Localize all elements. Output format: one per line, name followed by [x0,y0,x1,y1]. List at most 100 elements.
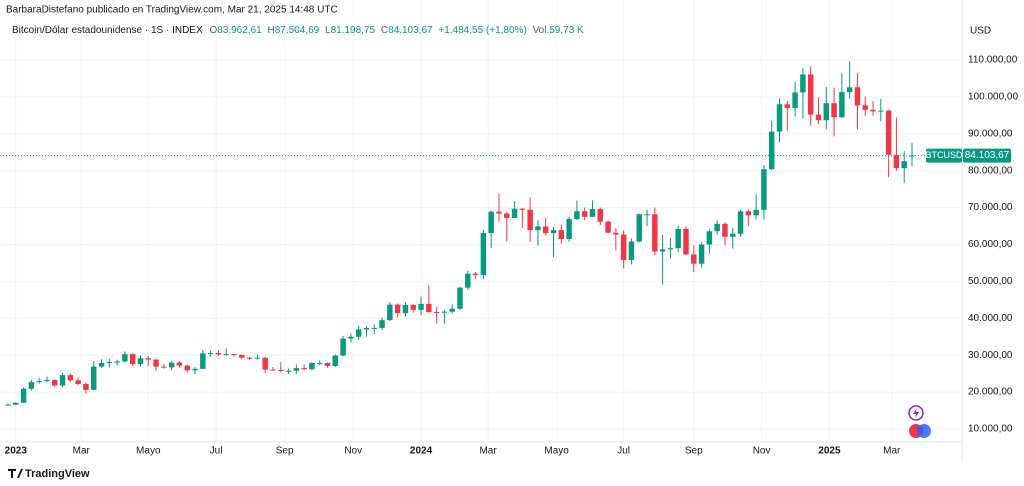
open-label: O [209,25,217,36]
candle-body [667,248,674,250]
candle-body [511,208,518,218]
candle-body [472,273,479,276]
candle-body [581,211,588,217]
y-tick-label: 10.000,00 [968,424,1013,435]
price-tag-name-bg [926,148,962,163]
plot [0,0,962,442]
y-tick-label: 80.000,00 [968,165,1013,176]
low-value: 81.198,75 [331,25,376,36]
y-tick-label: 30.000,00 [968,350,1013,361]
candle-body [558,230,565,239]
candle-body [885,110,892,155]
candle-body [59,375,66,386]
candle-body [285,370,292,372]
candle-body [846,87,853,93]
candle-body [659,249,666,252]
candle-body [589,209,596,217]
candle-body [129,354,136,365]
candle-body [870,109,876,112]
candle-body [122,354,128,362]
flag-icon [917,424,931,438]
candle-body [683,229,689,255]
candle-body [340,338,346,356]
candle-body [620,234,627,261]
change: +1.484,55 (+1,80%) [438,25,526,36]
logo: TradingView [8,468,90,480]
x-tick-label: 2025 [818,446,841,457]
candle-body [223,354,229,356]
y-tick-label: 50.000,00 [968,276,1013,287]
candle-body [706,231,713,245]
candle-body [636,214,642,242]
candle-body [262,357,268,370]
candle-body [831,103,837,118]
candle-body [44,379,50,382]
candle-body [550,230,557,234]
candle-body [137,358,144,365]
candle-body [776,104,783,132]
open-value: 83.962,61 [217,25,262,36]
x-tick-label: Nov [344,446,362,457]
candle-body [67,375,74,381]
candle-body [387,304,393,321]
candle-body [792,92,798,108]
candle-body [52,379,58,386]
candle-body [465,273,471,288]
event-bolt [913,408,919,418]
candle-body [83,383,89,390]
candle-body [605,221,611,233]
candle-body [691,254,697,264]
candle-body [13,402,19,405]
candle-body [28,382,35,389]
y-tick-label: 110.000,00 [968,55,1018,66]
high-value: 87.504,69 [275,25,320,36]
candle-body [426,303,432,313]
x-tick-label: Mayo [136,446,161,457]
y-tick-label: 40.000,00 [968,313,1013,324]
candle-body [815,114,822,121]
candle-body [316,362,323,364]
x-tick-label: Sep [276,446,294,457]
candle-body [823,103,830,121]
candle-body [854,87,861,106]
candle-body [348,336,354,339]
candle-body [410,305,416,310]
candle-body [161,366,167,368]
logo-text: TradingView [25,468,90,480]
candle-body [145,358,152,360]
price-tag-label: 84.103,67 [965,150,1010,161]
close-value: 84.103,67 [388,25,433,36]
candle-body [745,211,752,216]
candle-body [628,241,635,261]
candle-body [301,368,307,370]
candle-body [901,161,907,169]
candle-body [270,369,276,371]
x-tick-label: Sep [685,446,703,457]
candle-body [457,287,463,309]
candle-body [98,362,105,367]
candle-body [566,219,572,239]
candle-body [893,154,900,169]
candle-body [402,305,409,314]
candle-body [714,223,720,232]
candle-body [800,74,806,93]
candle-body [675,229,681,249]
close-label: C [381,25,388,36]
candle-body [722,223,728,237]
icons [908,405,931,438]
candle-body [254,357,261,359]
candle-body [496,211,502,214]
y-tick-label: 20.000,00 [968,387,1013,398]
candle-body [207,352,214,354]
candle-body [730,233,736,237]
candle-body [784,104,791,108]
candle-body [807,74,814,115]
candle-body [278,369,284,371]
x-tick-label: Mar [883,446,901,457]
candle-body [184,365,190,371]
candle-body [644,214,650,216]
x-tick-label: 2023 [5,446,28,457]
currency: USD [970,26,991,37]
candle-body [519,208,526,210]
